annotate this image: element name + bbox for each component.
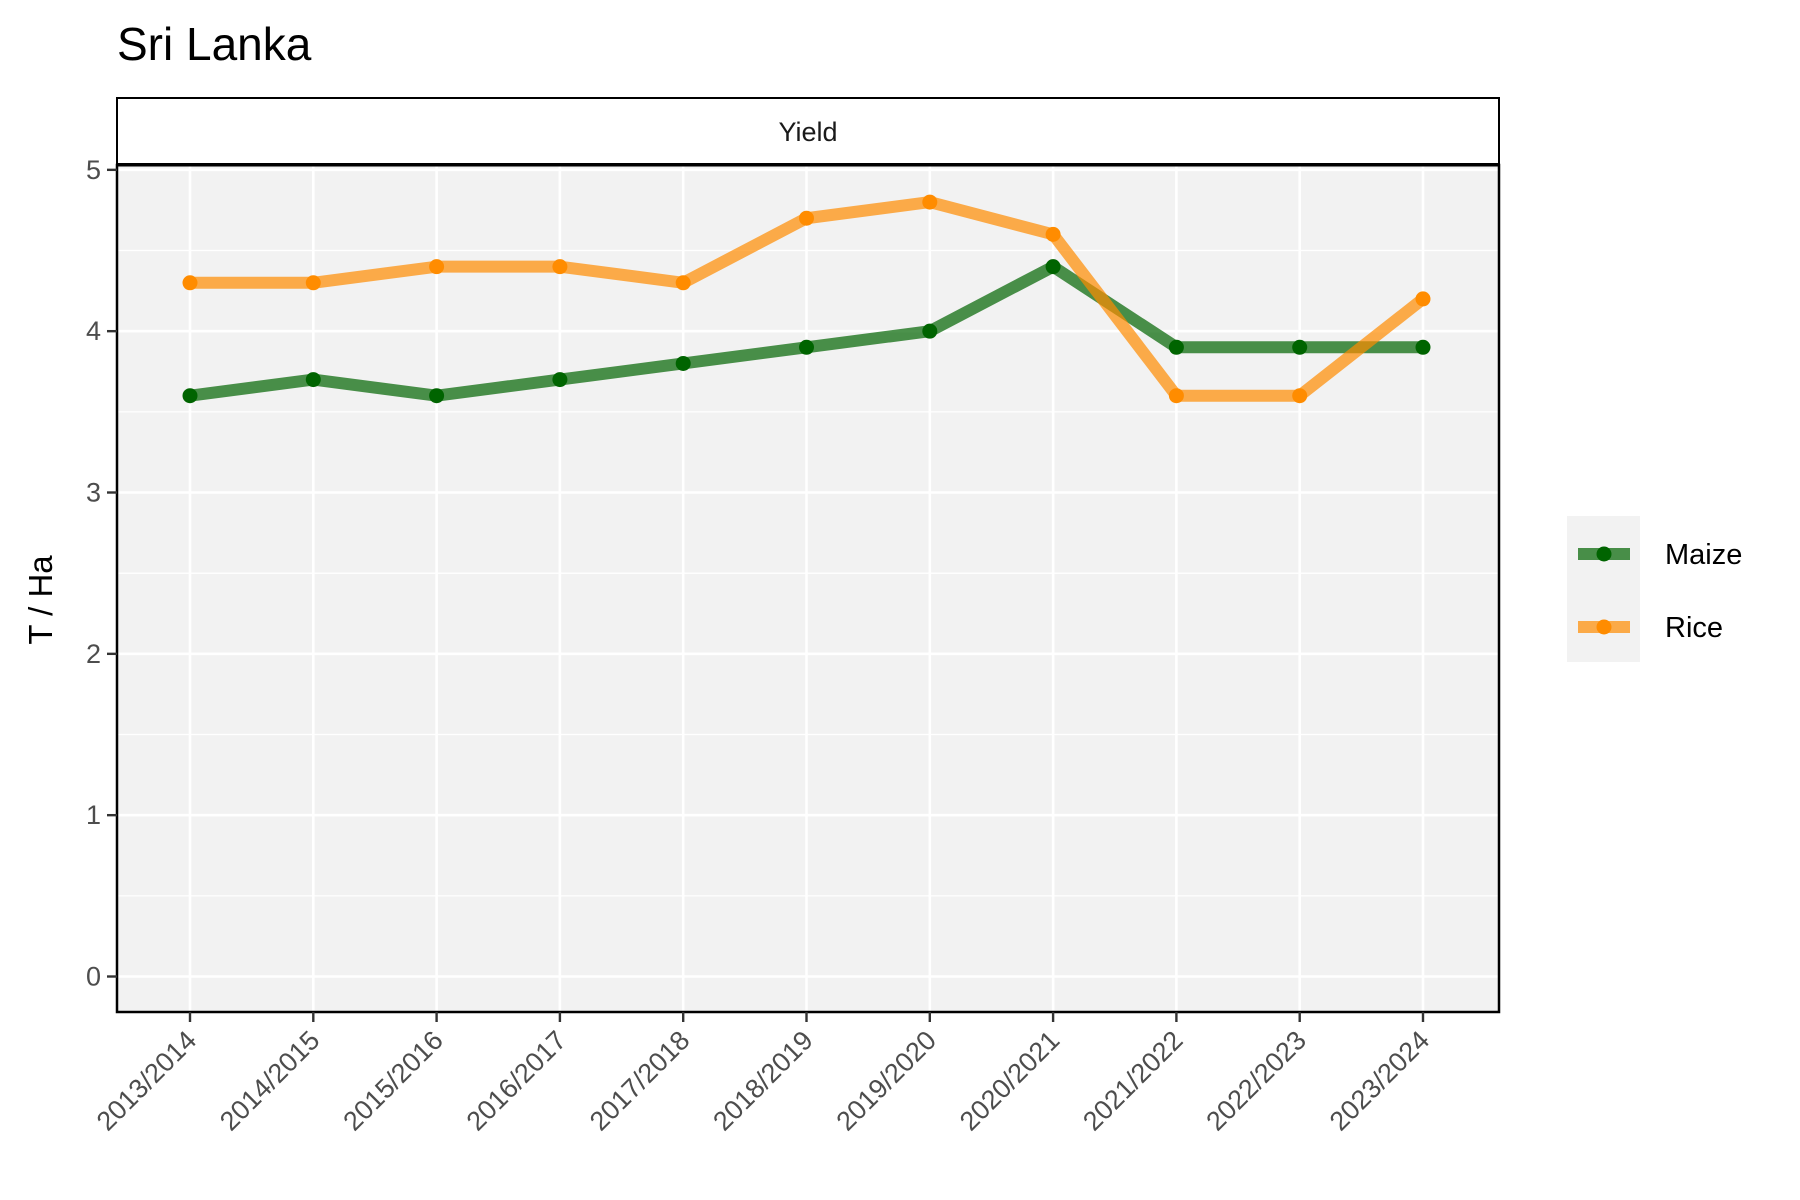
x-tick-label: 2020/2021 xyxy=(954,1025,1065,1136)
legend: Maize Rice xyxy=(1578,539,1742,644)
data-point-maize xyxy=(799,339,814,355)
data-point-maize xyxy=(552,372,568,388)
y-tick-label: 4 xyxy=(86,316,101,346)
data-point-maize xyxy=(1415,339,1431,355)
data-point-rice xyxy=(552,259,568,275)
chart-title: Sri Lanka xyxy=(117,18,312,70)
y-tick-label: 3 xyxy=(86,478,101,508)
x-tick-label: 2021/2022 xyxy=(1077,1025,1188,1136)
grid-lines xyxy=(117,165,1499,1012)
data-point-rice xyxy=(1045,226,1061,242)
data-point-rice xyxy=(305,275,321,291)
data-point-rice xyxy=(1292,388,1308,404)
y-tick-label: 5 xyxy=(86,155,101,185)
x-tick-label: 2015/2016 xyxy=(337,1025,448,1136)
y-tick-label: 2 xyxy=(86,639,101,669)
x-tick-label: 2013/2014 xyxy=(91,1025,202,1136)
data-point-rice xyxy=(182,275,198,291)
x-tick-label: 2023/2024 xyxy=(1324,1025,1435,1136)
data-point-maize xyxy=(305,372,321,388)
x-tick-label: 2014/2015 xyxy=(214,1025,325,1136)
legend-label-rice: Rice xyxy=(1665,612,1723,644)
legend-background xyxy=(1567,516,1640,662)
facet-strip-label: Yield xyxy=(778,117,837,147)
x-tick-label: 2017/2018 xyxy=(584,1025,695,1136)
y-tick-label: 1 xyxy=(86,800,101,830)
legend-key-point-maize xyxy=(1596,546,1612,562)
legend-label-maize: Maize xyxy=(1665,539,1742,571)
y-axis: 0 1 2 3 4 5 xyxy=(86,155,117,992)
x-tick-label: 2022/2023 xyxy=(1200,1025,1311,1136)
x-tick-label: 2018/2019 xyxy=(707,1025,818,1136)
data-point-maize xyxy=(922,323,938,339)
y-axis-label: T / Ha xyxy=(22,555,59,645)
data-point-rice xyxy=(429,259,445,275)
x-axis: 2013/2014 2014/2015 2015/2016 2016/2017 2017… xyxy=(91,1012,1435,1136)
data-point-rice xyxy=(1415,291,1431,307)
data-point-maize xyxy=(182,388,198,404)
facet-strip xyxy=(116,97,1500,165)
plot-panel xyxy=(117,165,1499,1012)
data-point-maize xyxy=(675,355,691,371)
data-point-maize xyxy=(429,388,445,404)
x-tick-label: 2016/2017 xyxy=(461,1025,572,1136)
data-point-maize xyxy=(1292,339,1308,355)
data-point-rice xyxy=(1168,388,1184,404)
y-tick-label: 0 xyxy=(86,962,101,992)
x-tick-label: 2019/2020 xyxy=(831,1025,942,1136)
data-point-maize xyxy=(1045,259,1061,275)
data-point-rice xyxy=(799,210,814,226)
series-layer xyxy=(182,194,1431,404)
legend-key-point-rice xyxy=(1596,619,1612,635)
data-point-rice xyxy=(675,275,691,291)
data-point-maize xyxy=(1168,339,1184,355)
data-point-rice xyxy=(922,194,938,210)
